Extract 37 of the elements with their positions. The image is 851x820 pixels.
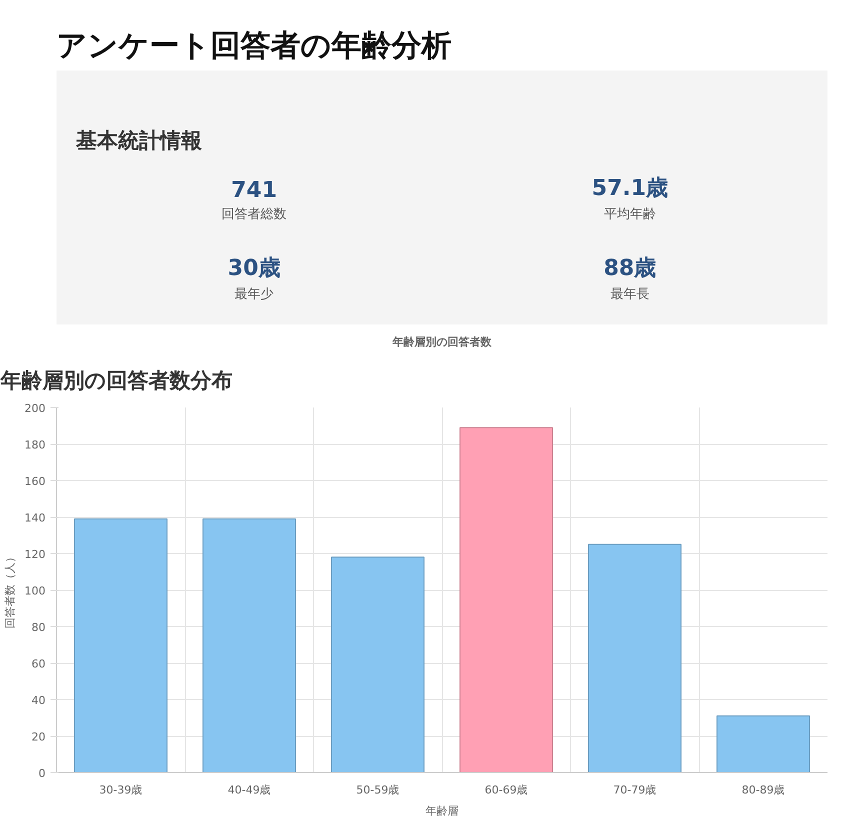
y-tick-label: 20	[32, 730, 46, 744]
bar	[588, 544, 682, 772]
y-tick-label: 100	[24, 584, 46, 598]
x-tick-label: 30-39歳	[99, 784, 142, 796]
x-tick-label: 50-59歳	[356, 784, 400, 796]
text: アンケート回答者の年齢分析	[56, 28, 452, 64]
text: 30歳	[228, 256, 280, 281]
bar	[74, 518, 168, 772]
x-tick-label: 80-89歳	[742, 784, 785, 796]
x-tick-label: 70-79歳	[613, 784, 656, 796]
y-axis-title: 回答者数（人）	[4, 552, 17, 628]
y-tick-label: 60	[32, 658, 46, 670]
y-tick-label: 180	[24, 438, 46, 452]
bar	[330, 556, 425, 772]
bar	[716, 715, 810, 772]
chart-title: 年齢層別の回答者数分布	[0, 368, 232, 392]
text: 88歳	[604, 256, 656, 281]
text: 最年少	[234, 287, 274, 302]
text: 基本統計情報	[74, 128, 202, 152]
y-tick-label: 120	[24, 548, 46, 561]
text: 741	[231, 178, 278, 203]
text: 57.1歳	[592, 176, 668, 201]
x-tick-label: 60-69歳	[484, 784, 528, 796]
x-axis-title: 年齢層	[426, 804, 458, 818]
text: 最年長	[610, 287, 650, 302]
y-tick-label: 40	[32, 694, 46, 707]
bar	[202, 518, 296, 772]
bar	[459, 427, 554, 772]
text: 平均年齢	[604, 207, 656, 222]
y-tick-label: 0	[38, 767, 46, 780]
y-tick-label: 160	[24, 475, 46, 488]
x-tick-label: 40-49歳	[228, 784, 271, 796]
text: 回答者総数	[222, 207, 287, 222]
y-tick-label: 140	[24, 512, 46, 524]
y-tick-label: 200	[24, 402, 46, 415]
chart-subtitle: 年齢層別の回答者数	[392, 336, 492, 348]
y-tick-label: 80	[32, 621, 46, 634]
